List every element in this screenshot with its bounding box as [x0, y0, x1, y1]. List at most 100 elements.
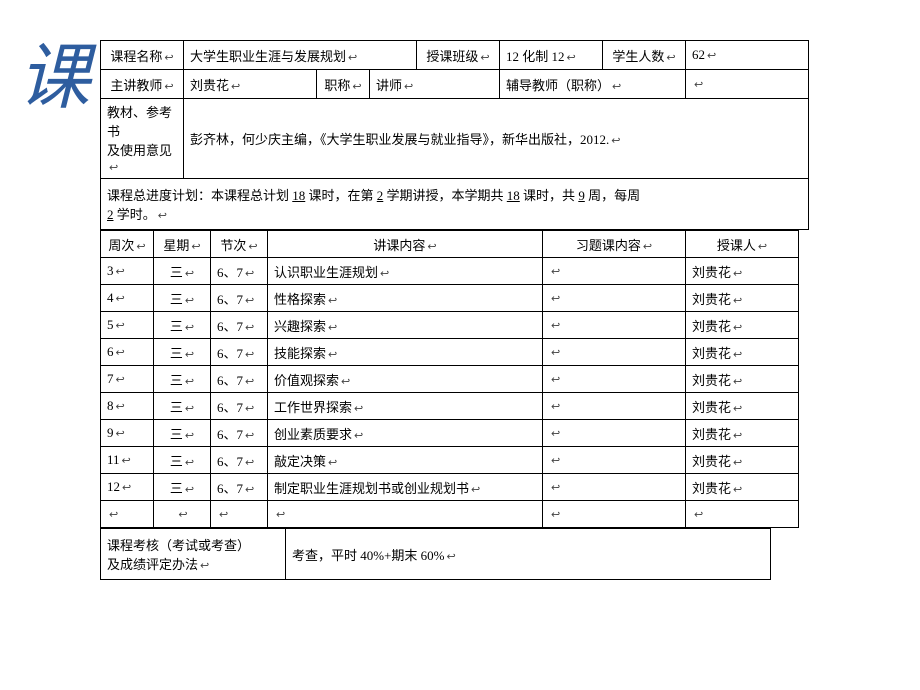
cell-week: 12↩: [101, 474, 154, 501]
cell-week: ↩: [101, 501, 154, 528]
table-row: 5↩三↩6、7↩兴趣探索↩↩刘贵花↩: [101, 312, 799, 339]
cell-exercise: ↩: [543, 501, 686, 528]
cell-teacher: 刘贵花↩: [686, 420, 799, 447]
cell-week: 8↩: [101, 393, 154, 420]
cell-teacher: ↩: [686, 501, 799, 528]
course-name-label: 课程名称↩: [101, 41, 184, 70]
cell-day: 三↩: [154, 366, 211, 393]
table-row: 主讲教师↩ 刘贵花↩ 职称↩ 讲师↩ 辅导教师（职称）↩ ↩: [101, 70, 809, 99]
cell-teacher: 刘贵花↩: [686, 312, 799, 339]
cell-week: 7↩: [101, 366, 154, 393]
cell-lecture: 技能探索↩: [268, 339, 543, 366]
table-row: 3↩三↩6、7↩认识职业生涯规划↩↩刘贵花↩: [101, 258, 799, 285]
col-exercise: 习题课内容↩: [543, 231, 686, 258]
cell-teacher: 刘贵花↩: [686, 339, 799, 366]
cell-day: 三↩: [154, 420, 211, 447]
col-lecture: 讲课内容↩: [268, 231, 543, 258]
assess-value: 考查，平时 40%+期末 60%↩: [286, 529, 771, 580]
cell-lecture: 兴趣探索↩: [268, 312, 543, 339]
cell-day: ↩: [154, 501, 211, 528]
table-row: 6↩三↩6、7↩技能探索↩↩刘贵花↩: [101, 339, 799, 366]
cell-lecture: 认识职业生涯规划↩: [268, 258, 543, 285]
cell-lecture: 工作世界探索↩: [268, 393, 543, 420]
cell-day: 三↩: [154, 285, 211, 312]
student-count-label: 学生人数↩: [603, 41, 686, 70]
cell-exercise: ↩: [543, 258, 686, 285]
schedule-table: 周次↩ 星期↩ 节次↩ 讲课内容↩ 习题课内容↩ 授课人↩ 3↩三↩6、7↩认识…: [100, 230, 799, 528]
assist-teacher-value: ↩: [686, 70, 809, 99]
textbook-value: 彭齐林，何少庆主编，《大学生职业发展与就业指导》，新华出版社，2012.↩: [184, 99, 809, 179]
watermark-text: 课: [18, 18, 92, 123]
cell-teacher: 刘贵花↩: [686, 285, 799, 312]
table-row: ↩↩↩↩↩↩: [101, 501, 799, 528]
cell-period: 6、7↩: [211, 258, 268, 285]
cell-period: 6、7↩: [211, 366, 268, 393]
cell-teacher: 刘贵花↩: [686, 447, 799, 474]
cell-exercise: ↩: [543, 474, 686, 501]
table-row: 教材、参考书 及使用意见↩ 彭齐林，何少庆主编，《大学生职业发展与就业指导》，新…: [101, 99, 809, 179]
table-row: 4↩三↩6、7↩性格探索↩↩刘贵花↩: [101, 285, 799, 312]
table-row: 课程总进度计划：本课程总计划 18 课时，在第 2 学期讲授，本学期共 18 课…: [101, 179, 809, 230]
assist-teacher-label: 辅导教师（职称）↩: [500, 70, 686, 99]
col-teacher: 授课人↩: [686, 231, 799, 258]
table-row: 课程考核（考试或考查） 及成绩评定办法↩ 考查，平时 40%+期末 60%↩: [101, 529, 771, 580]
assess-label: 课程考核（考试或考查） 及成绩评定办法↩: [101, 529, 286, 580]
assess-table: 课程考核（考试或考查） 及成绩评定办法↩ 考查，平时 40%+期末 60%↩: [100, 528, 771, 580]
cell-day: 三↩: [154, 393, 211, 420]
cell-exercise: ↩: [543, 420, 686, 447]
cell-lecture: 敲定决策↩: [268, 447, 543, 474]
table-row: 9↩三↩6、7↩创业素质要求↩↩刘贵花↩: [101, 420, 799, 447]
cell-week: 4↩: [101, 285, 154, 312]
document-body: 课程名称↩ 大学生职业生涯与发展规划↩ 授课班级↩ 12 化制 12↩ 学生人数…: [100, 40, 809, 580]
lead-teacher-label: 主讲教师↩: [101, 70, 184, 99]
cell-week: 3↩: [101, 258, 154, 285]
cell-week: 6↩: [101, 339, 154, 366]
col-period: 节次↩: [211, 231, 268, 258]
cell-lecture: ↩: [268, 501, 543, 528]
table-header-row: 周次↩ 星期↩ 节次↩ 讲课内容↩ 习题课内容↩ 授课人↩: [101, 231, 799, 258]
cell-day: 三↩: [154, 474, 211, 501]
cell-week: 11↩: [101, 447, 154, 474]
title-label: 职称↩: [317, 70, 370, 99]
cell-day: 三↩: [154, 447, 211, 474]
table-row: 11↩三↩6、7↩敲定决策↩↩刘贵花↩: [101, 447, 799, 474]
cell-day: 三↩: [154, 258, 211, 285]
student-count-value: 62↩: [686, 41, 809, 70]
plan-cell: 课程总进度计划：本课程总计划 18 课时，在第 2 学期讲授，本学期共 18 课…: [101, 179, 809, 230]
cell-exercise: ↩: [543, 312, 686, 339]
cell-period: 6、7↩: [211, 474, 268, 501]
table-row: 课程名称↩ 大学生职业生涯与发展规划↩ 授课班级↩ 12 化制 12↩ 学生人数…: [101, 41, 809, 70]
cell-teacher: 刘贵花↩: [686, 258, 799, 285]
cell-teacher: 刘贵花↩: [686, 393, 799, 420]
info-table: 课程名称↩ 大学生职业生涯与发展规划↩ 授课班级↩ 12 化制 12↩ 学生人数…: [100, 40, 809, 230]
class-value: 12 化制 12↩: [500, 41, 603, 70]
cell-exercise: ↩: [543, 339, 686, 366]
col-week: 周次↩: [101, 231, 154, 258]
title-value: 讲师↩: [370, 70, 500, 99]
cell-week: 9↩: [101, 420, 154, 447]
cell-exercise: ↩: [543, 285, 686, 312]
class-label: 授课班级↩: [417, 41, 500, 70]
textbook-label: 教材、参考书 及使用意见↩: [101, 99, 184, 179]
course-name-value: 大学生职业生涯与发展规划↩: [184, 41, 417, 70]
cell-day: 三↩: [154, 312, 211, 339]
table-row: 8↩三↩6、7↩工作世界探索↩↩刘贵花↩: [101, 393, 799, 420]
table-row: 12↩三↩6、7↩制定职业生涯规划书或创业规划书↩↩刘贵花↩: [101, 474, 799, 501]
cell-period: 6、7↩: [211, 312, 268, 339]
cell-period: 6、7↩: [211, 339, 268, 366]
cell-exercise: ↩: [543, 366, 686, 393]
cell-week: 5↩: [101, 312, 154, 339]
cell-exercise: ↩: [543, 447, 686, 474]
cell-lecture: 价值观探索↩: [268, 366, 543, 393]
cell-period: ↩: [211, 501, 268, 528]
cell-lecture: 性格探索↩: [268, 285, 543, 312]
table-row: 7↩三↩6、7↩价值观探索↩↩刘贵花↩: [101, 366, 799, 393]
lead-teacher-value: 刘贵花↩: [184, 70, 317, 99]
cell-lecture: 创业素质要求↩: [268, 420, 543, 447]
cell-period: 6、7↩: [211, 285, 268, 312]
col-day: 星期↩: [154, 231, 211, 258]
cell-teacher: 刘贵花↩: [686, 366, 799, 393]
cell-period: 6、7↩: [211, 447, 268, 474]
cell-period: 6、7↩: [211, 420, 268, 447]
cell-exercise: ↩: [543, 393, 686, 420]
